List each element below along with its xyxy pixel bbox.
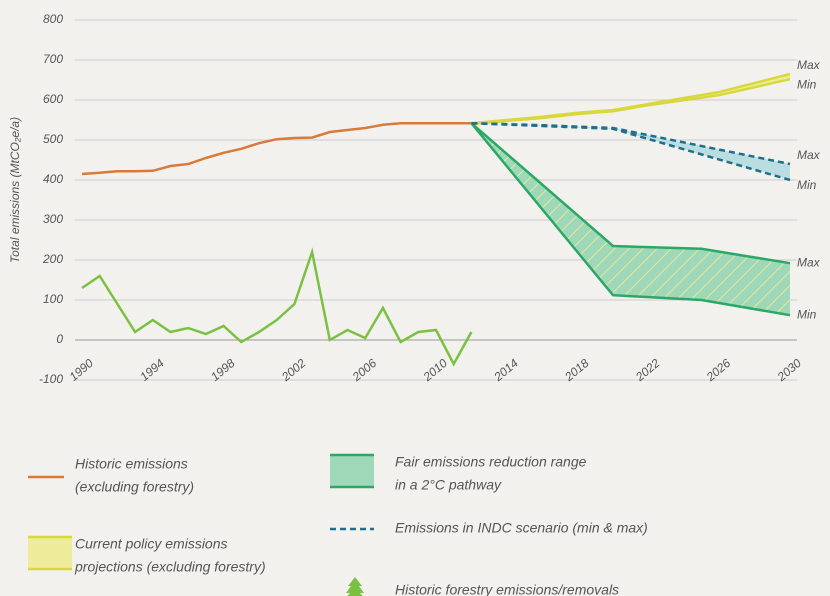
legend-swatch <box>28 537 72 569</box>
y-tick-label: -100 <box>39 372 63 386</box>
legend-item: Fair emissions reduction range in a 2°C p… <box>330 454 587 493</box>
legend-label: Historic forestry emissions/removals <box>395 582 619 596</box>
legend-item: Emissions in INDC scenario (min & max) <box>330 520 648 536</box>
range-label: Max <box>797 58 821 72</box>
legend-tree <box>346 577 364 596</box>
legend-label: in a 2°C pathway <box>395 477 502 493</box>
y-tick-label: 300 <box>43 212 63 226</box>
range-label: Min <box>797 178 817 192</box>
range-fill <box>471 123 790 180</box>
legend-label: Historic emissions <box>75 456 188 472</box>
legend-item: Historic forestry emissions/removals <box>346 577 619 596</box>
range-label: Min <box>797 77 817 91</box>
y-tick-label: 800 <box>43 12 63 26</box>
range-fill <box>471 123 790 316</box>
legend-label: Emissions in INDC scenario (min & max) <box>395 520 648 536</box>
y-tick-label: 500 <box>43 132 63 146</box>
range-line <box>471 72 791 125</box>
y-tick-label: 400 <box>43 172 63 186</box>
y-tick-label: 100 <box>43 292 63 306</box>
legend-label: projections (excluding forestry) <box>74 559 266 575</box>
range-line <box>471 121 791 182</box>
legend-item: Historic emissions (excluding forestry) <box>28 456 194 495</box>
legend-item: Current policy emissions projections (exc… <box>28 536 266 575</box>
legend-label: Current policy emissions <box>75 536 228 552</box>
range-fill <box>471 74 790 124</box>
legend-label: (excluding forestry) <box>75 479 194 495</box>
line <box>81 121 472 176</box>
y-axis-label: Total emissions (MtCO₂e/a) <box>8 117 22 263</box>
legend-swatch <box>330 455 374 487</box>
y-tick-label: 200 <box>42 252 63 266</box>
legend-label: Fair emissions reduction range <box>395 454 587 470</box>
y-tick-label: 600 <box>43 92 63 106</box>
range-label: Max <box>797 148 821 162</box>
range-label: Max <box>797 255 821 269</box>
line <box>81 247 473 367</box>
range-line <box>471 77 791 126</box>
y-tick-label: 700 <box>43 52 63 66</box>
range-line <box>470 122 791 317</box>
range-label: Min <box>797 307 817 321</box>
y-tick-label: 0 <box>56 332 63 346</box>
range-line <box>470 122 791 265</box>
